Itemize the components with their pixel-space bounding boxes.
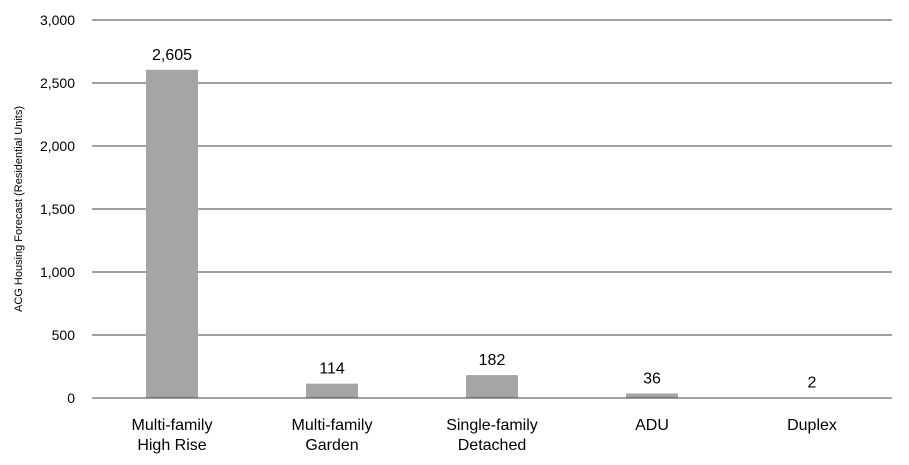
x-category-label-line: ADU — [635, 417, 669, 434]
y-tick-label: 3,000 — [40, 12, 75, 28]
x-category-label: Single-family Detached — [446, 417, 538, 454]
x-category-label: Multi-family High Rise — [132, 417, 213, 454]
data-label: 36 — [643, 370, 661, 387]
data-label: 182 — [479, 352, 506, 369]
gridlines — [92, 20, 892, 398]
y-axis-ticks: 0 500 1,000 1,500 2,000 2,500 3,000 — [40, 12, 75, 406]
x-category-label: ADU — [635, 417, 669, 434]
bar — [466, 375, 518, 398]
y-tick-label: 1,500 — [40, 201, 75, 217]
data-label: 2 — [808, 375, 817, 392]
y-tick-label: 2,000 — [40, 138, 75, 154]
y-tick-label: 0 — [67, 390, 75, 406]
bar — [626, 393, 678, 398]
data-labels: 2,605 114 182 36 2 — [152, 47, 817, 392]
x-category-label-line: High Rise — [137, 437, 206, 454]
x-category-label: Multi-family Garden — [292, 417, 373, 454]
x-category-label-line: Multi-family — [132, 417, 213, 434]
bar — [306, 384, 358, 398]
x-category-label-line: Duplex — [787, 417, 837, 434]
bars — [92, 70, 892, 398]
x-category-label-line: Garden — [305, 437, 358, 454]
data-label: 114 — [319, 361, 345, 378]
bar — [146, 70, 198, 398]
y-tick-label: 2,500 — [40, 75, 75, 91]
y-axis-title: ACG Housing Forecast (Residential Units) — [13, 106, 25, 312]
x-category-label-line: Single-family — [446, 417, 538, 434]
x-category-label: Duplex — [787, 417, 837, 434]
y-tick-label: 500 — [52, 327, 76, 343]
data-label: 2,605 — [152, 47, 192, 64]
x-category-label-line: Detached — [458, 437, 527, 454]
x-axis-categories: Multi-family High Rise Multi-family Garden S… — [132, 417, 837, 454]
x-category-label-line: Multi-family — [292, 417, 373, 434]
y-tick-label: 1,000 — [40, 264, 75, 280]
